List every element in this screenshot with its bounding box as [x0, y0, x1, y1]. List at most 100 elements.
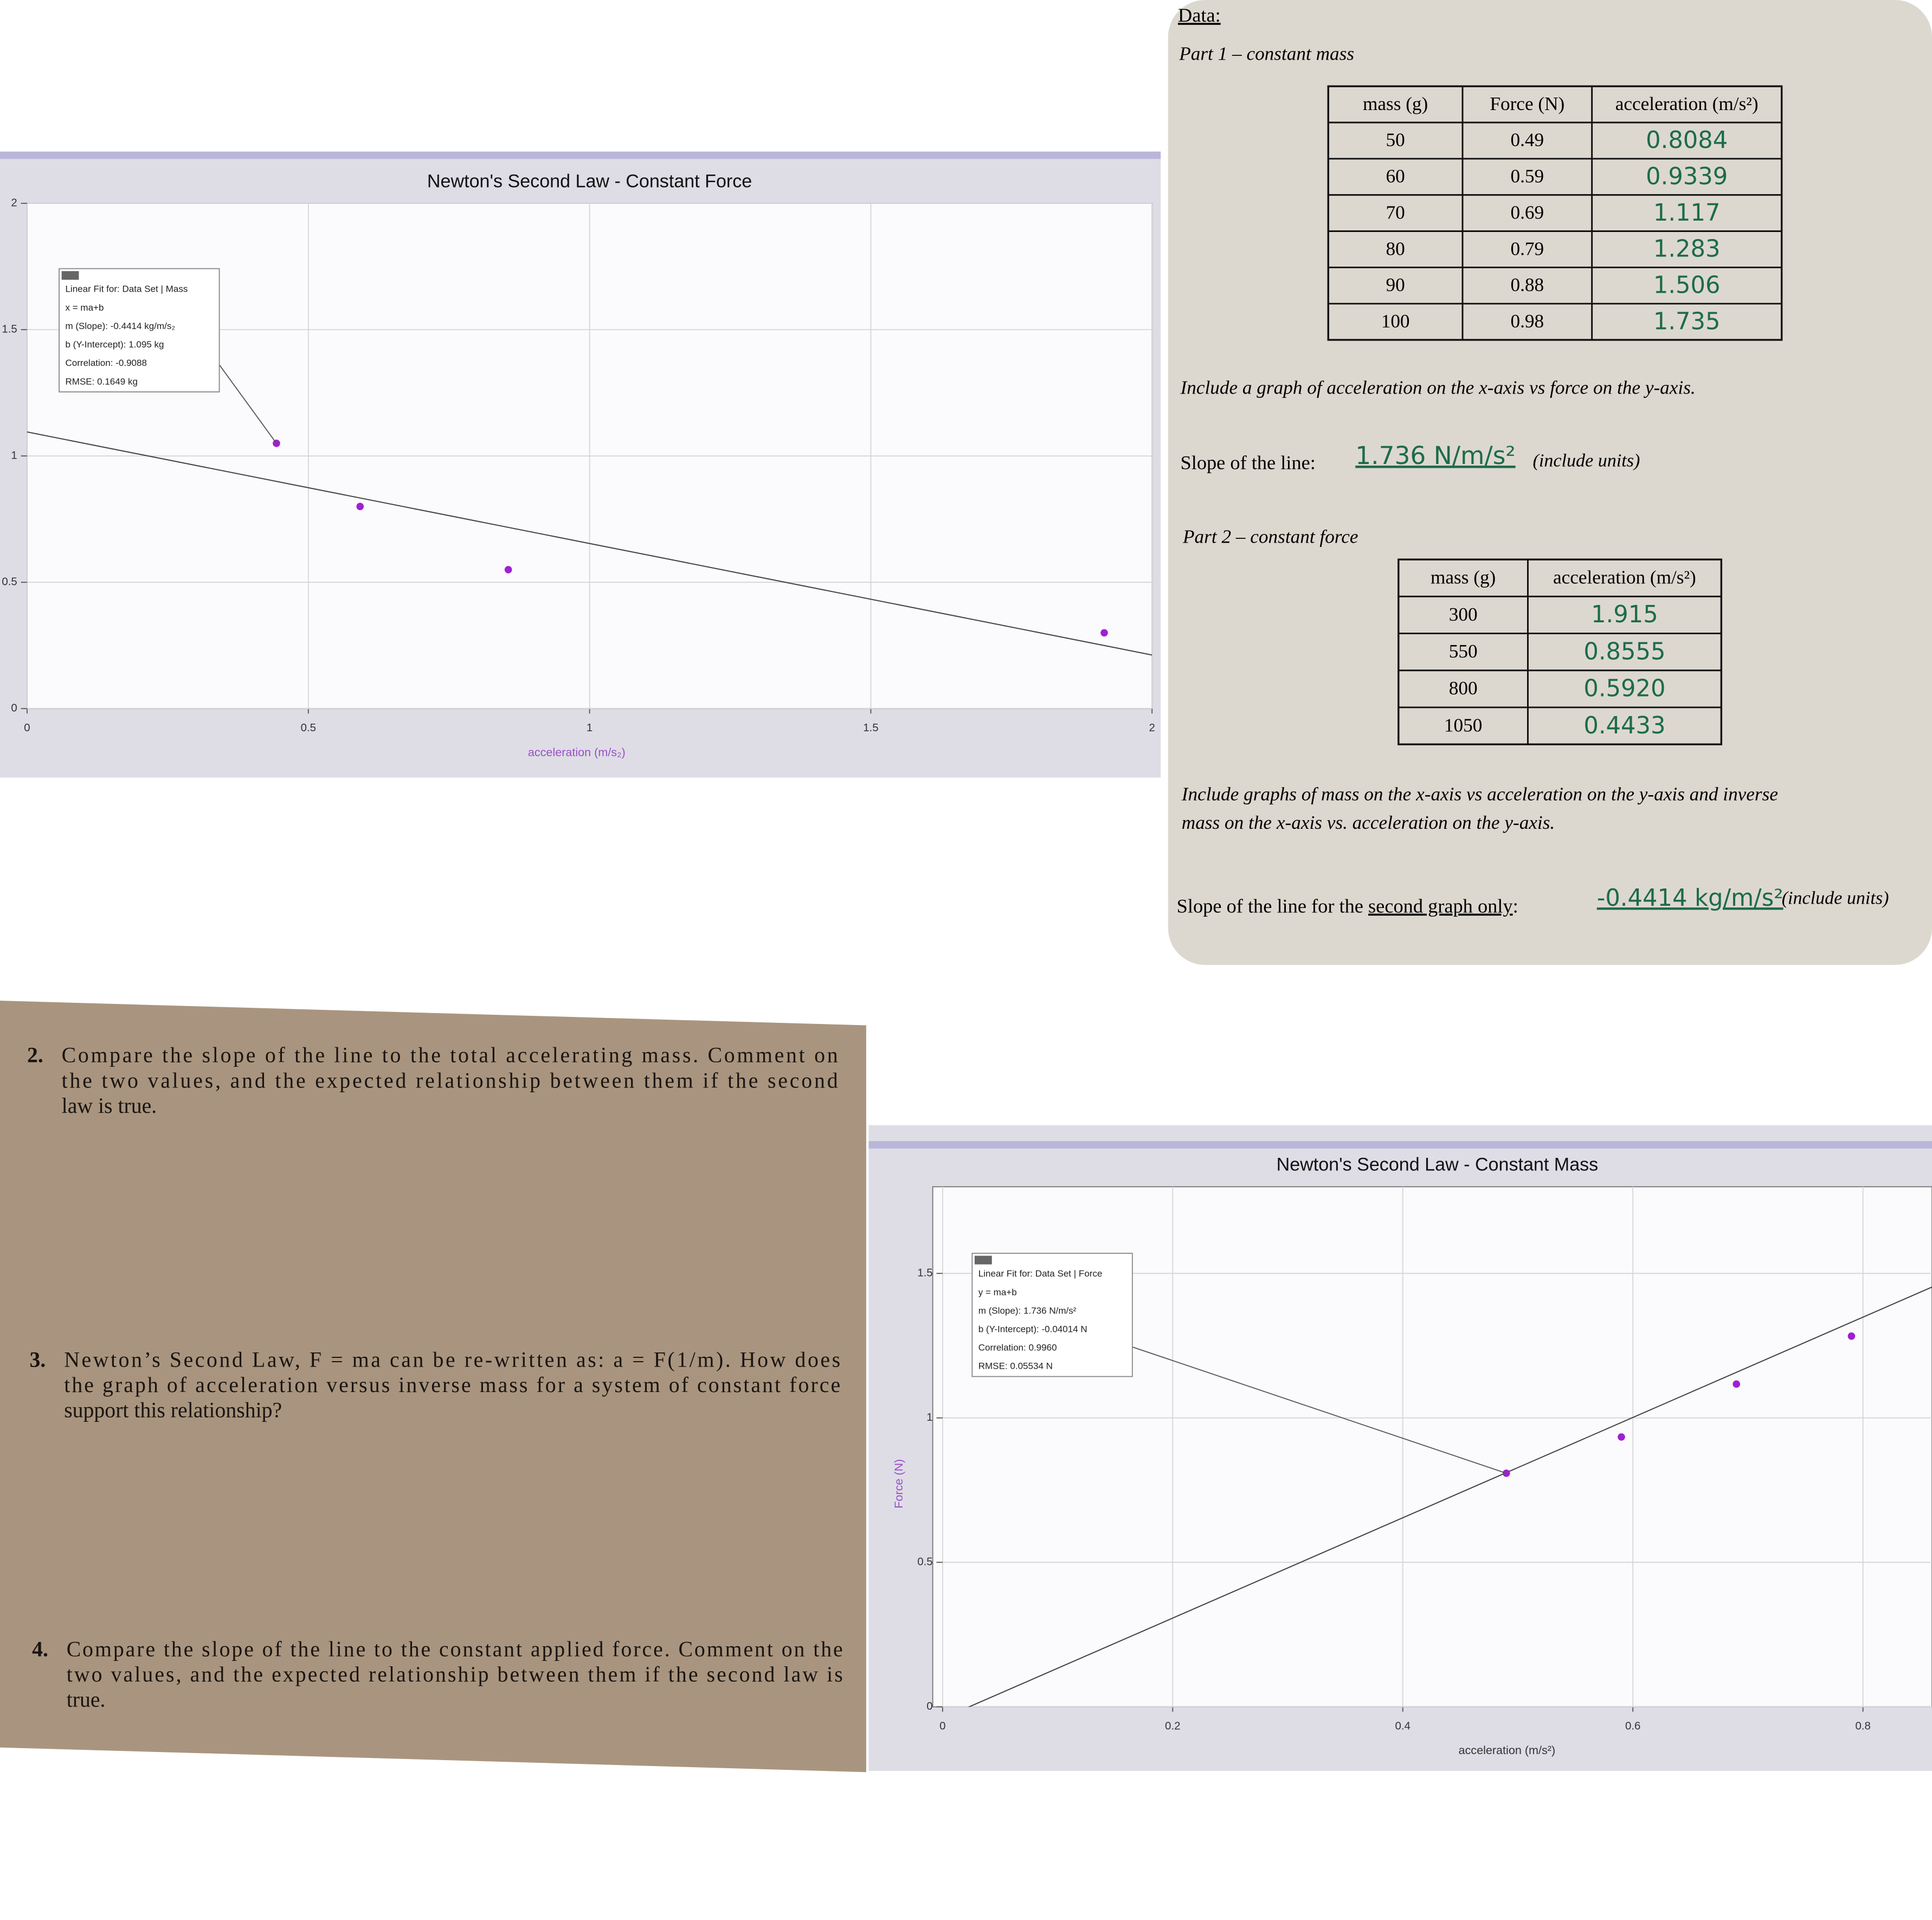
- chart-title: Newton's Second Law - Constant Force: [427, 171, 752, 191]
- x-tick-label: 1: [587, 721, 593, 734]
- y-tick-label: 1: [926, 1411, 932, 1423]
- handwritten-answer: -0.4414 kg/m/s²: [1597, 885, 1783, 912]
- fit-box-text: Correlation: 0.9960: [978, 1343, 1057, 1353]
- table-border: [1327, 85, 1783, 341]
- fit-box-text: Linear Fit for: Data Set | Force: [978, 1268, 1103, 1279]
- worksheet-paper: [1168, 0, 1932, 965]
- question-text: two values, and the expected relationshi…: [67, 1663, 843, 1686]
- table-cell: 0.49: [1511, 130, 1544, 151]
- question-number: 3.: [30, 1348, 46, 1371]
- fit-box-text: Linear Fit for: Data Set | Mass: [65, 284, 188, 294]
- table-border: [1398, 558, 1723, 745]
- fit-box: [971, 1253, 1133, 1377]
- table-header: acceleration (m/s²): [1553, 567, 1696, 588]
- handwritten-cell: 1.283: [1653, 236, 1721, 263]
- leader-line: [1132, 1346, 1507, 1474]
- table-cell: 0.69: [1511, 202, 1544, 223]
- y-tick-label: 1.5: [917, 1267, 932, 1279]
- prompt: Slope of the line:: [1180, 452, 1315, 473]
- fit-box-icon: [974, 1255, 992, 1265]
- data-point: [1100, 629, 1108, 637]
- section-title: Part 2 – constant force: [1182, 526, 1358, 547]
- question-text: law is true.: [62, 1094, 157, 1118]
- x-tick-label: 0.4: [1395, 1719, 1411, 1732]
- table-cell: 100: [1381, 311, 1410, 332]
- fit-box-text: x = ma+b: [65, 302, 104, 313]
- x-tick-label: 0.5: [301, 721, 316, 734]
- fit-box-text: b (Y-Intercept): -0.04014 N: [978, 1324, 1087, 1335]
- y-tick-label: 0.5: [2, 576, 17, 588]
- y-axis-label: Force (N): [892, 1459, 905, 1509]
- table-cell: 550: [1449, 641, 1478, 662]
- question-text: Compare the slope of the line to the tot…: [62, 1043, 838, 1067]
- data-point: [1847, 1332, 1856, 1340]
- question-text: support this relationship?: [64, 1398, 282, 1422]
- fit-box: [59, 268, 220, 392]
- question-number: 2.: [27, 1043, 43, 1067]
- handwritten-cell: 0.9339: [1646, 163, 1728, 190]
- table-cell: 0.88: [1511, 274, 1544, 295]
- section-title: Part 1 – constant mass: [1178, 43, 1354, 64]
- fit-box-icon: [61, 271, 79, 280]
- x-tick-label: 0: [24, 721, 30, 734]
- table-cell: 1050: [1444, 714, 1482, 736]
- x-axis-label: acceleration (m/s²): [1459, 1743, 1556, 1757]
- leader-line: [218, 364, 277, 444]
- y-tick-label: 2: [11, 197, 17, 209]
- data-point: [504, 566, 512, 574]
- handwritten-cell: 1.735: [1653, 308, 1721, 335]
- fit-line: [968, 1286, 1932, 1707]
- x-tick-label: 0.2: [1165, 1719, 1180, 1732]
- question-text: the graph of acceleration versus inverse…: [64, 1373, 840, 1397]
- x-tick-label: 0.6: [1625, 1719, 1640, 1732]
- heading: Data:: [1178, 4, 1221, 26]
- y-tick-label: 0.5: [917, 1556, 932, 1568]
- fit-box-text: b (Y-Intercept): 1.095 kg: [65, 339, 164, 350]
- x-tick-label: 2: [1149, 721, 1155, 734]
- instruction: mass on the x-axis vs. acceleration on t…: [1182, 812, 1555, 833]
- units-note: (include units): [1533, 450, 1640, 471]
- prompt-part: Slope of the line for the: [1177, 895, 1368, 917]
- y-tick-label: 1.5: [2, 323, 17, 336]
- y-tick-label: 0: [926, 1700, 932, 1712]
- x-tick-label: 0: [939, 1719, 945, 1732]
- content: 0 0.5 1 1.5 2 0 0.5 1 1.5 2 Newton's Second Law - …: [2, 4, 1932, 1757]
- table-cell: 90: [1386, 274, 1405, 295]
- fit-box-text: RMSE: 0.1649 kg: [65, 376, 137, 386]
- prompt: Slope of the line for the second graph o…: [1177, 895, 1518, 917]
- handwritten-cell: 0.8084: [1646, 127, 1728, 154]
- handwritten-cell: 0.8555: [1583, 638, 1665, 665]
- data-point: [1618, 1433, 1625, 1441]
- table-cell: 300: [1449, 604, 1478, 625]
- handwritten-cell: 0.5920: [1583, 675, 1665, 703]
- table-cell: 800: [1449, 678, 1478, 699]
- instruction: Include a graph of acceleration on the x…: [1180, 377, 1695, 398]
- prompt-part: second graph only: [1368, 895, 1513, 917]
- table-header: Force (N): [1490, 93, 1564, 114]
- handwritten-answer: 1.736 N/m/s²: [1355, 441, 1515, 470]
- table-cell: 0.79: [1511, 238, 1544, 259]
- chart-title: Newton's Second Law - Constant Mass: [1277, 1155, 1599, 1175]
- table-header: mass (g): [1431, 567, 1496, 588]
- panel-border: [868, 1141, 1932, 1149]
- questions-paper: [0, 1001, 866, 1773]
- fit-box-text: y = ma+b: [978, 1287, 1017, 1297]
- table-cell: 60: [1386, 166, 1405, 187]
- handwritten-cell: 1.915: [1591, 601, 1658, 628]
- fit-box-text: Correlation: -0.9088: [65, 358, 147, 368]
- question-text: the two values, and the expected relatio…: [62, 1068, 838, 1092]
- x-axis-label: acceleration (m/s₂): [528, 745, 626, 759]
- question-number: 4.: [32, 1638, 48, 1661]
- data-point: [1733, 1380, 1741, 1388]
- table-cell: 0.98: [1511, 311, 1544, 332]
- question-text: true.: [67, 1688, 106, 1712]
- panel-border: [0, 151, 1161, 159]
- table-cell: 80: [1386, 238, 1405, 259]
- y-tick-label: 0: [11, 702, 17, 714]
- fit-line: [27, 431, 1152, 656]
- handwritten-cell: 0.4433: [1583, 712, 1665, 739]
- fit-box-text: m (Slope): -0.4414 kg/m/s₂: [65, 321, 175, 331]
- data-point: [356, 502, 364, 511]
